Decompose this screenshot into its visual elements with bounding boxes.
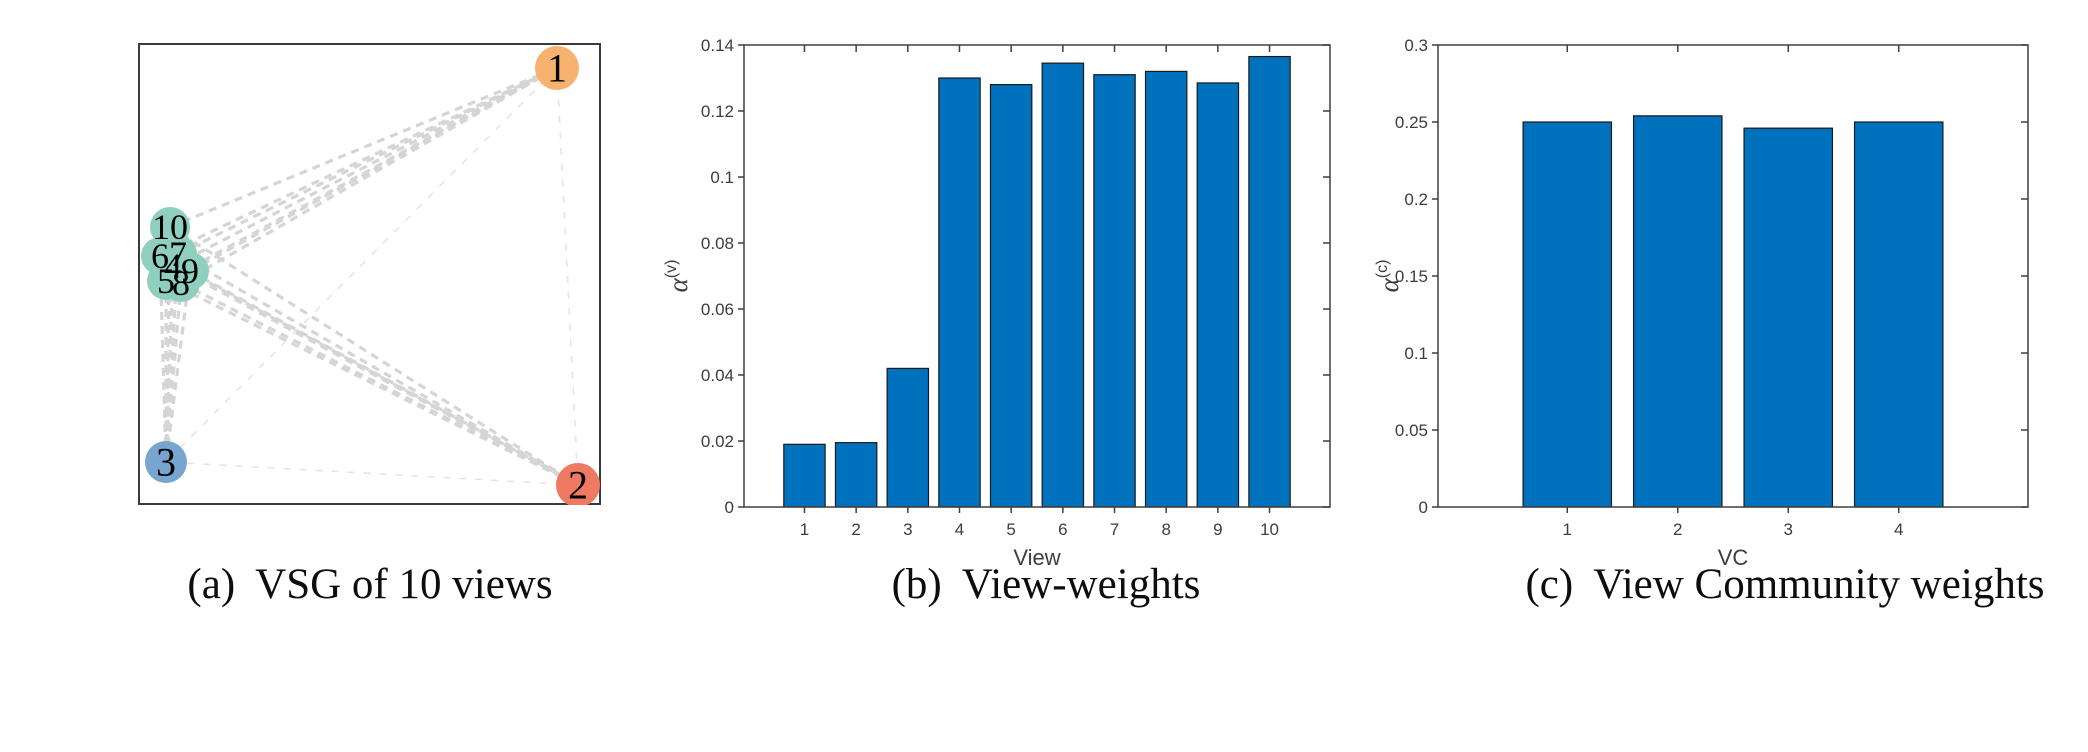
caption-panel-b: (b) View-weights xyxy=(696,560,1396,622)
graph-node xyxy=(556,463,600,505)
y-tick-label: 0 xyxy=(1419,498,1428,517)
y-tick-label: 0.06 xyxy=(701,300,734,319)
bar xyxy=(1248,55,1291,508)
bar xyxy=(938,77,981,508)
y-tick-label: 0.1 xyxy=(1404,344,1428,363)
graph-edge xyxy=(556,67,579,486)
graph-node xyxy=(162,264,200,302)
graph-node-label: 6 xyxy=(151,236,169,276)
caption-c-label: (c) xyxy=(1525,561,1574,608)
view-community-weights-chart: 0 0.05 0.1 0.15 0.2 0.25 0.3 1 2 3 4 VC α(c) xyxy=(1374,36,2029,570)
y-tick-label: 0.3 xyxy=(1404,36,1428,55)
caption-panel-a: (a) VSG of 10 views xyxy=(110,560,630,622)
x-tick-label: 1 xyxy=(1563,520,1572,539)
graph-edge xyxy=(164,226,172,463)
graph-node-label: 9 xyxy=(181,251,199,291)
y-tick-label: 0.1 xyxy=(710,168,734,187)
x-tick-label: 2 xyxy=(851,520,860,539)
x-tick-label: 8 xyxy=(1161,520,1170,539)
x-tick-label: 4 xyxy=(1894,520,1903,539)
x-tick-label: 3 xyxy=(903,520,912,539)
graph-edge xyxy=(164,282,183,463)
graph-node-label: 7 xyxy=(169,234,187,274)
bar xyxy=(1041,62,1085,508)
graph-edge xyxy=(177,66,558,256)
plot-box xyxy=(743,44,1331,508)
y-tick-label: 0.12 xyxy=(701,102,734,121)
graph-edge xyxy=(169,225,579,487)
caption-panel-c: (c) View Community weights xyxy=(1461,560,2088,622)
x-tick-label: 2 xyxy=(1673,520,1682,539)
graph-border xyxy=(138,43,601,505)
bar xyxy=(834,442,878,508)
bar xyxy=(1196,82,1240,508)
graph-node-label: 8 xyxy=(172,263,190,303)
graph-node-label: 1 xyxy=(547,46,567,91)
y-tick-label: 0.02 xyxy=(701,432,734,451)
bar xyxy=(1632,115,1723,508)
x-tick-label: 5 xyxy=(1006,520,1015,539)
caption-b-label: (b) xyxy=(891,561,942,608)
x-tick-label: 7 xyxy=(1110,520,1119,539)
graph-node xyxy=(535,46,579,90)
graph-edge xyxy=(172,66,558,268)
x-axis-label: VC xyxy=(1718,545,1749,570)
bar xyxy=(1522,121,1613,508)
bar xyxy=(783,443,826,508)
graph-node-label: 3 xyxy=(156,440,176,485)
y-tick-label: 0.2 xyxy=(1404,190,1428,209)
y-tick-label: 0.15 xyxy=(1395,267,1428,286)
graph-node xyxy=(145,441,187,483)
bar xyxy=(989,83,1033,508)
graph-edge xyxy=(165,66,558,283)
graph-node-label: 4 xyxy=(164,246,182,286)
x-tick-label: 1 xyxy=(800,520,809,539)
caption-a-text: VSG of 10 views xyxy=(255,561,553,608)
view-weights-chart: 0 0.02 0.04 0.06 0.08 0.1 0.12 0.14 1 2 3 4 5 6 7 8 9 10 V… xyxy=(663,36,1331,570)
graph-edge xyxy=(180,66,558,285)
y-tick-label: 0.05 xyxy=(1395,421,1428,440)
y-tick-label: 0.14 xyxy=(701,36,734,55)
graph-edge xyxy=(189,269,579,487)
y-tick-label: 0.25 xyxy=(1395,113,1428,132)
caption-a-label: (a) xyxy=(187,561,236,608)
caption-c-text: View Community weights xyxy=(1593,561,2045,608)
vsg-graph-panel: 1 2 3 106 74 958 xyxy=(138,43,601,505)
x-tick-label: 10 xyxy=(1260,520,1279,539)
graph-node-label: 2 xyxy=(568,463,588,506)
graph-edge xyxy=(159,66,558,258)
y-tick-label: 0 xyxy=(725,498,734,517)
graph-edge xyxy=(165,461,579,486)
bar xyxy=(1853,121,1944,508)
graph-edge xyxy=(180,281,579,487)
graph-node-label: 10 xyxy=(152,207,188,247)
x-tick-label: 9 xyxy=(1213,520,1222,539)
x-tick-label: 4 xyxy=(955,520,964,539)
x-tick-label: 3 xyxy=(1784,520,1793,539)
y-tick-label: 0.04 xyxy=(701,366,734,385)
caption-b-text: View-weights xyxy=(961,561,1201,608)
bar xyxy=(886,367,930,508)
x-tick-label: 6 xyxy=(1058,520,1067,539)
bar xyxy=(1093,74,1136,508)
y-tick-label: 0.08 xyxy=(701,234,734,253)
y-axis-label: α(c) xyxy=(1374,260,1404,293)
graph-edge xyxy=(165,67,558,463)
y-axis-label: α(v) xyxy=(663,260,693,293)
bar xyxy=(1144,70,1188,508)
graph-node-label: 5 xyxy=(157,261,175,301)
x-axis-label: View xyxy=(1013,545,1060,570)
bar xyxy=(1743,127,1834,508)
